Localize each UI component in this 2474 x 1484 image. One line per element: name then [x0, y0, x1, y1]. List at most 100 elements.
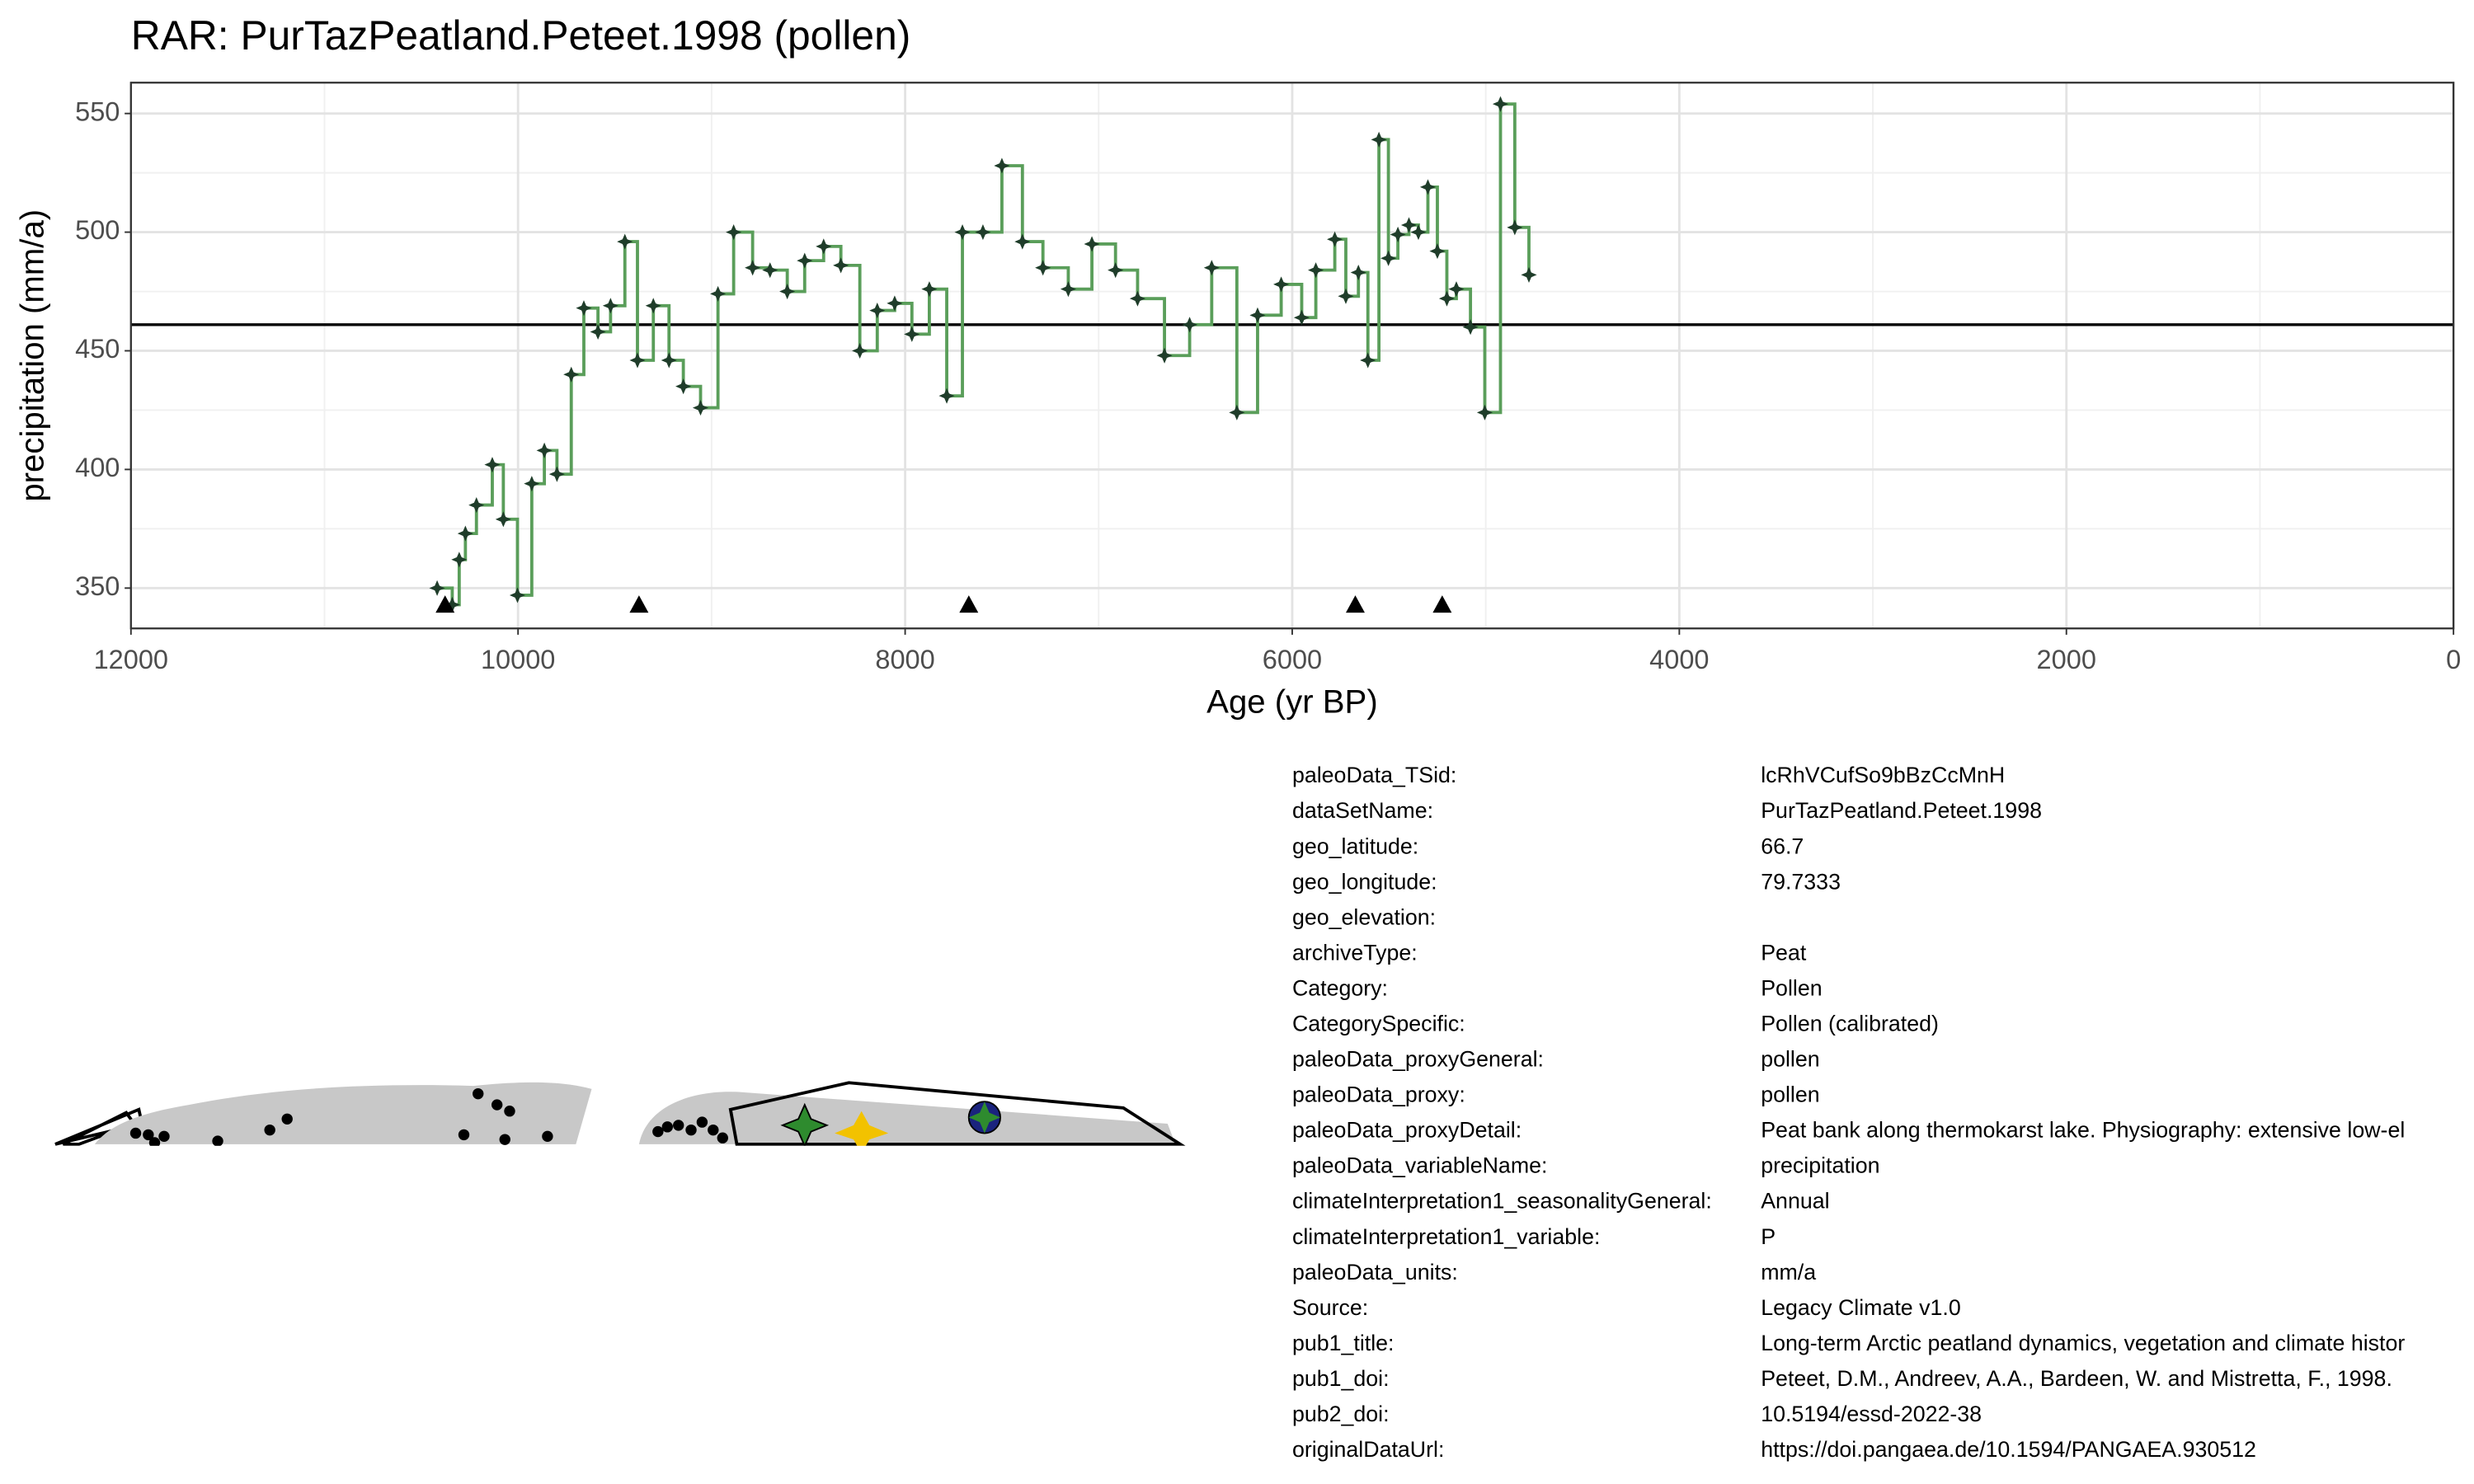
region-outline	[728, 1081, 1186, 1146]
data-point	[602, 298, 618, 314]
age-control	[1432, 595, 1452, 613]
meta-key: paleoData_units:	[1292, 1260, 1458, 1284]
data-point	[816, 238, 832, 255]
data-point	[1521, 266, 1537, 283]
meta-value: Pollen	[1761, 975, 1822, 1000]
meta-key: geo_latitude:	[1292, 834, 1418, 858]
data-point	[1156, 347, 1173, 364]
map	[0, 1081, 1200, 1194]
age-control	[629, 595, 649, 613]
meta-value: 79.7333	[1761, 869, 1841, 894]
meta-key: paleoData_proxyGeneral:	[1292, 1047, 1544, 1072]
meta-value: Long-term Arctic peatland dynamics, vege…	[1761, 1331, 2405, 1355]
data-point	[887, 295, 903, 312]
site-star	[968, 1101, 1001, 1134]
y-tick-label: 500	[75, 215, 120, 245]
meta-key: pub2_doi:	[1292, 1402, 1390, 1426]
y-axis-title: precipitation (mm/a)	[14, 209, 51, 502]
data-point	[1035, 260, 1051, 276]
data-point	[1380, 250, 1397, 266]
meta-key: pub1_title:	[1292, 1331, 1395, 1355]
y-tick-label: 400	[75, 453, 120, 482]
data-point	[954, 224, 971, 241]
data-point	[745, 260, 761, 276]
data-point	[904, 326, 920, 342]
data-point	[1350, 264, 1366, 281]
data-point	[833, 257, 849, 274]
data-point	[1229, 404, 1245, 420]
meta-value: lcRhVCufSo9bBzCcMnH	[1761, 763, 2005, 787]
meta-key: dataSetName:	[1292, 798, 1433, 823]
data-point	[1014, 233, 1031, 250]
x-axis-title: Age (yr BP)	[1206, 683, 1378, 721]
meta-value: 10.5194/essd-2022-38	[1761, 1402, 1982, 1426]
y-tick-label: 550	[75, 96, 120, 126]
data-point	[429, 580, 445, 596]
data-point	[509, 587, 526, 603]
step-segment	[1164, 324, 1192, 358]
meta-value: Pollen (calibrated)	[1761, 1012, 1939, 1036]
data-point	[645, 298, 661, 314]
data-point	[692, 400, 709, 416]
data-point	[1308, 262, 1324, 279]
data-point	[1371, 131, 1387, 148]
step-segment	[1137, 297, 1166, 356]
data-point	[852, 342, 868, 359]
data-point	[1492, 96, 1509, 112]
data-point	[1273, 276, 1290, 293]
data-point	[563, 366, 580, 383]
meta-key: geo_elevation:	[1292, 904, 1436, 929]
meta-value: Peat bank along thermokarst lake. Physio…	[1761, 1118, 2405, 1143]
meta-value: https://doi.pangaea.de/10.1594/PANGAEA.9…	[1761, 1437, 2256, 1462]
site-dots	[129, 1087, 728, 1148]
data-point	[726, 224, 742, 241]
data-point	[1327, 231, 1343, 247]
age-control	[435, 595, 455, 613]
meta-key: geo_longitude:	[1292, 869, 1437, 894]
data-point	[779, 283, 796, 300]
data-point	[629, 352, 646, 369]
data-point	[1429, 243, 1446, 260]
meta-key: Category:	[1292, 975, 1388, 1000]
data-point	[1476, 404, 1493, 420]
step-segment	[1211, 265, 1239, 413]
meta-key: CategorySpecific:	[1292, 1012, 1465, 1036]
data-point	[661, 352, 677, 369]
y-tick-label: 450	[75, 334, 120, 364]
y-tick-label: 350	[75, 571, 120, 601]
data-point	[675, 378, 692, 395]
meta-value: Annual	[1761, 1189, 1829, 1214]
x-tick-label: 4000	[1649, 645, 1709, 674]
data-point	[617, 233, 633, 250]
plot-border	[129, 82, 2455, 630]
x-tick-label: 12000	[94, 645, 168, 674]
data-point	[590, 323, 606, 340]
meta-value: Peteet, D.M., Andreev, A.A., Bardeen, W.…	[1761, 1366, 2392, 1391]
data-point	[524, 476, 540, 492]
age-control	[1345, 595, 1365, 613]
map-clip	[0, 1145, 1200, 1194]
data-point	[1400, 217, 1418, 233]
meta-key: paleoData_proxyDetail:	[1292, 1118, 1522, 1143]
data-point	[1438, 290, 1456, 307]
data-point	[1448, 281, 1465, 298]
data-point	[1249, 307, 1266, 323]
data-point	[1507, 219, 1523, 236]
meta-key: Source:	[1292, 1295, 1368, 1320]
meta-key: archiveType:	[1292, 940, 1418, 965]
meta-key: climateInterpretation1_seasonalityGenera…	[1292, 1189, 1712, 1214]
meta-value: precipitation	[1761, 1153, 1879, 1178]
data-point	[451, 552, 468, 568]
meta-value: 66.7	[1761, 834, 1804, 858]
meta-key: originalDataUrl:	[1292, 1437, 1444, 1462]
data-point	[1293, 309, 1310, 326]
data-point	[938, 387, 955, 404]
data-point	[1182, 317, 1198, 333]
site-star-highlight	[835, 1111, 889, 1154]
meta-value: mm/a	[1761, 1260, 1816, 1284]
data-point	[1419, 179, 1437, 195]
data-point	[1390, 226, 1406, 243]
data-point	[1410, 224, 1427, 241]
data-point	[1338, 288, 1354, 304]
